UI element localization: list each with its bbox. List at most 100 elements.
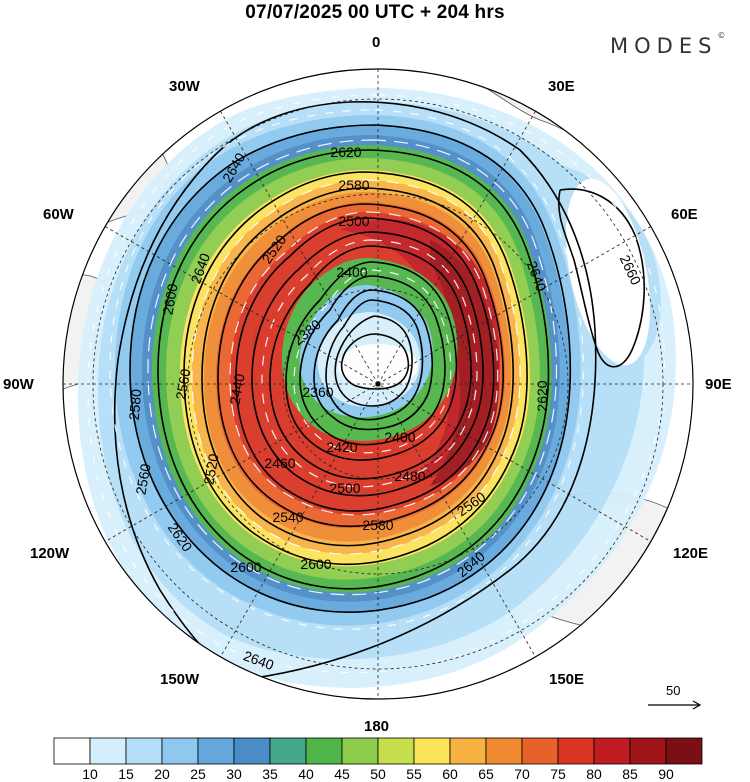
logo-text: MODES <box>610 34 718 58</box>
lon-label-150e: 150E <box>549 671 585 688</box>
contour-2540 <box>217 203 504 528</box>
lon-label-120e: 120E <box>673 545 709 562</box>
colorbar-swatch <box>485 737 523 765</box>
colorbar <box>53 737 703 765</box>
copyright-mark: © <box>717 31 726 40</box>
contour-2360 <box>340 333 410 390</box>
contour-2580 <box>183 171 528 566</box>
colorbar-tick-label: 50 <box>370 766 386 782</box>
colorbar-swatch <box>593 737 631 765</box>
colorbar-swatch <box>377 737 415 765</box>
contour-2520 <box>235 217 495 512</box>
colorbar-swatch <box>89 737 127 765</box>
contour-2420 <box>313 289 434 431</box>
colorbar-swatch <box>521 737 559 765</box>
colorbar-tick-label: 90 <box>658 766 674 782</box>
colorbar-tick-label: 60 <box>442 766 458 782</box>
contour-label: 2560 <box>172 367 193 401</box>
colorbar-tick-label: 15 <box>118 766 134 782</box>
colorbar-swatch <box>233 737 271 765</box>
colorbar-swatch <box>449 737 487 765</box>
contour-2380 <box>334 315 413 407</box>
contour-label: 2580 <box>338 177 369 193</box>
colorbar-swatch <box>305 737 343 765</box>
colorbar-tick-label: 40 <box>298 766 314 782</box>
colorbar-tick-label: 35 <box>262 766 278 782</box>
lon-label-30e: 30E <box>548 78 575 95</box>
colorbar-tick-label: 65 <box>478 766 494 782</box>
lon-label-0: 0 <box>372 34 381 51</box>
colorbar-tick-label: 75 <box>550 766 566 782</box>
contour-label: 2580 <box>362 517 393 533</box>
vector-ring-d <box>261 239 478 488</box>
contour-label: 2460 <box>264 455 295 471</box>
map-content: 2620 2640 2580 2500 2520 2400 2380 2360 … <box>63 69 693 699</box>
contour-2460 <box>285 261 458 461</box>
map-title: 07/07/2025 00 UTC + 204 hrs <box>245 2 505 23</box>
colorbar-swatch <box>53 737 91 765</box>
colorbar-tick-label: 80 <box>586 766 602 782</box>
pole-dot <box>375 381 381 387</box>
contour-label: 2580 <box>126 388 145 421</box>
contour-label: 2420 <box>326 439 357 455</box>
height-contours <box>113 101 645 681</box>
colorbar-swatch <box>665 737 703 765</box>
contour-2560 <box>201 187 514 547</box>
reference-vector-arrow <box>648 700 702 710</box>
lon-label-120w: 120W <box>30 545 70 562</box>
contour-2640-outer <box>113 101 597 681</box>
lon-label-90e: 90E <box>705 376 732 393</box>
lon-label-90w: 90W <box>3 376 34 393</box>
colorbar-swatch <box>413 737 451 765</box>
colorbar-swatch <box>197 737 235 765</box>
map-border <box>62 68 694 700</box>
vector-ring-c <box>229 211 499 516</box>
contour-label: 2520 <box>200 452 221 486</box>
vector-ring-f <box>109 109 585 630</box>
colorbar-tick-label: 45 <box>334 766 350 782</box>
contour-2660 <box>558 188 645 368</box>
colorbar-swatch <box>341 737 379 765</box>
colorbar-swatch <box>557 737 595 765</box>
lon-label-180: 180 <box>364 718 390 735</box>
contour-label: 2500 <box>338 213 369 229</box>
contour-label: 2600 <box>230 559 261 575</box>
lon-label-30w: 30W <box>169 78 200 95</box>
colorbar-swatch <box>161 737 199 765</box>
vector-ring-b <box>191 179 521 555</box>
contour-label: 2600 <box>159 282 180 316</box>
contour-label: 2400 <box>336 264 367 280</box>
colorbar-tick-label: 30 <box>226 766 242 782</box>
vector-ring-a <box>147 139 558 596</box>
contour-label: 2400 <box>384 429 415 445</box>
contour-label: 2560 <box>132 462 153 496</box>
colorbar-tick-label: 10 <box>82 766 98 782</box>
band-inner-80 <box>246 246 335 445</box>
contour-label: 2480 <box>394 468 425 484</box>
contour-label: 2620 <box>330 144 361 160</box>
contour-label: 2600 <box>300 556 331 572</box>
wind-vectors <box>87 94 666 674</box>
contour-label: 2620 <box>534 380 550 411</box>
east-white-patch <box>565 178 651 366</box>
contour-2600 <box>157 149 550 590</box>
colorbar-tick-label: 70 <box>514 766 530 782</box>
contour-label: 2360 <box>302 384 333 400</box>
colorbar-tick-label: 55 <box>406 766 422 782</box>
colorbar-tick-label: 25 <box>190 766 206 782</box>
contour-2620 <box>129 124 572 613</box>
colorbar-swatch <box>269 737 307 765</box>
lon-label-60w: 60W <box>43 206 74 223</box>
colorbar-swatch <box>125 737 163 765</box>
contour-2480 <box>269 245 472 480</box>
contour-label: 2540 <box>272 509 303 525</box>
reference-vector-value: 50 <box>666 683 681 698</box>
contour-2500 <box>251 231 484 497</box>
colorbar-swatch <box>629 737 667 765</box>
colorbar-tick-label: 20 <box>154 766 170 782</box>
vector-ring-g <box>87 94 666 674</box>
modes-logo: MODES© <box>610 31 726 58</box>
contour-2440 <box>299 275 446 446</box>
lon-label-150w: 150W <box>160 671 200 688</box>
